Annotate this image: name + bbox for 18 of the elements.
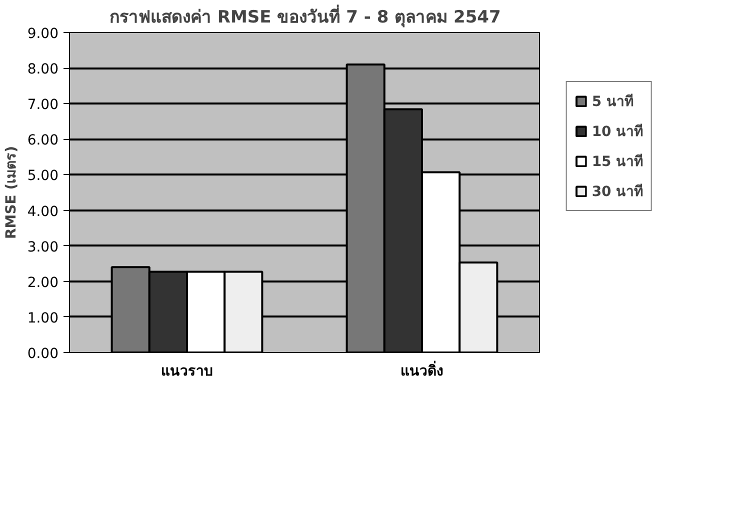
chart-title: กราฟแสดงค่า RMSE ของวันที่ 7 - 8 ตุลาคม 2547 <box>110 4 501 28</box>
x-tick-label: แนวราบ <box>161 364 213 380</box>
legend-label: 10 นาที <box>592 122 644 142</box>
y-tick-label: 5.00 <box>27 168 58 184</box>
y-tick-label: 7.00 <box>27 97 58 114</box>
x-tick-label: แนวดิ่ง <box>400 360 444 380</box>
legend-label: 15 นาที <box>592 152 644 172</box>
y-tick-label: 3.00 <box>27 239 58 256</box>
y-tick-label: 0.00 <box>27 346 58 362</box>
y-tick-label: 8.00 <box>27 62 58 78</box>
legend-label: 5 นาที <box>592 92 634 112</box>
y-tick-label: 6.00 <box>27 132 58 149</box>
legend-label: 30 นาที <box>592 182 644 202</box>
y-tick-label: 4.00 <box>27 204 58 220</box>
y-tick-label: 9.00 <box>27 26 58 42</box>
y-axis-title: RMSE (เมตร) <box>3 146 20 240</box>
y-tick-label: 1.00 <box>27 310 58 326</box>
y-tick-label: 2.00 <box>27 274 58 291</box>
